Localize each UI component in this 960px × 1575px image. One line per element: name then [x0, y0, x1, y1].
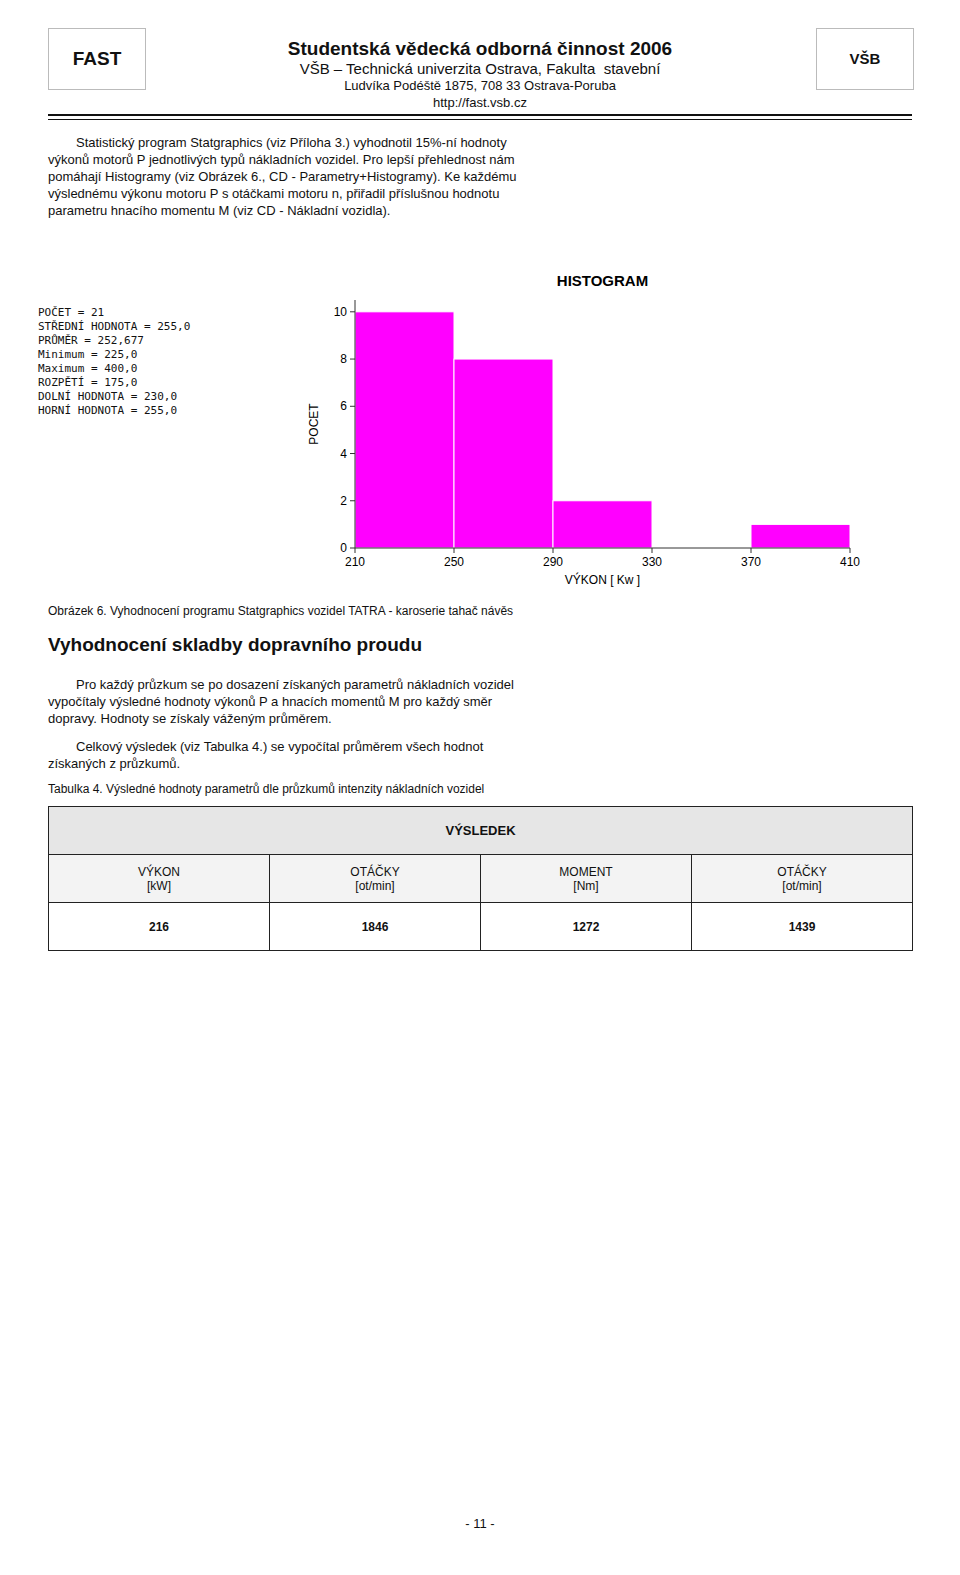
header-rule [48, 119, 912, 120]
stats-line: HORNÍ HODNOTA = 255,0 [38, 404, 177, 418]
table-value: 1439 [692, 903, 913, 951]
paragraph-line: vypočítaly výsledné hodnoty výkonů P a h… [48, 693, 492, 710]
table-column-header: VÝKON [kW] [49, 855, 270, 903]
page-number: - 11 - [380, 1516, 580, 1531]
y-tick [350, 500, 355, 501]
y-tick-label: 4 [340, 447, 347, 461]
logo: FAST [48, 28, 146, 90]
table-column-header: OTÁČKY [ot/min] [692, 855, 913, 903]
figure-caption: Obrázek 6. Vyhodnocení programu Statgrap… [48, 604, 513, 618]
paragraph-line: Pro každý průzkum se po dosazení získaný… [48, 676, 514, 693]
paragraph-line: výslednému výkonu motoru P s otáčkami mo… [48, 185, 499, 202]
histogram-bar [751, 524, 850, 548]
table-value: 1846 [270, 903, 481, 951]
x-tick-label: 250 [444, 555, 464, 569]
y-axis-label: POCET [307, 403, 321, 445]
stats-line: STŘEDNÍ HODNOTA = 255,0 [38, 320, 190, 334]
stats-line: Maximum = 400,0 [38, 362, 137, 376]
x-tick-label: 410 [840, 555, 860, 569]
stats-line: POČET = 21 [38, 306, 104, 320]
paragraph-line: výkonů motorů P jednotlivých typů náklad… [48, 151, 515, 168]
header-text: Ludvíka Podéště 1875, 708 33 Ostrava-Por… [160, 78, 800, 93]
header-rule [48, 114, 912, 116]
histogram-bar [454, 359, 553, 548]
x-tick [553, 548, 554, 553]
table-column-header: OTÁČKY [ot/min] [270, 855, 481, 903]
section-heading: Vyhodnocení skladby dopravního proudu [48, 634, 422, 656]
y-tick [350, 359, 355, 360]
histogram-chart: HISTOGRAM 210 250 290 330 370 410 0 2 4 6 8 10 VÝKON … [290, 258, 930, 598]
x-tick-label: 290 [543, 555, 563, 569]
table-column-header: MOMENT [Nm] [481, 855, 692, 903]
x-axis-label: VÝKON [ Kw ] [565, 572, 640, 587]
table-title: VÝSLEDEK [49, 807, 913, 855]
y-tick [350, 548, 355, 549]
x-tick [751, 548, 752, 553]
y-tick-label: 6 [340, 399, 347, 413]
paragraph-line: dopravy. Hodnoty se získaly váženým prům… [48, 710, 332, 727]
header-text: VŠB – Technická univerzita Ostrava, Faku… [160, 60, 800, 77]
header-text: Studentská vědecká odborná činnost 2006 [160, 38, 800, 60]
paragraph-line: získaných z průzkumů. [48, 755, 180, 772]
stats-line: DOLNÍ HODNOTA = 230,0 [38, 390, 177, 404]
y-tick-label: 8 [340, 352, 347, 366]
result-table: VÝSLEDEKVÝKON [kW]OTÁČKY [ot/min]MOMENT … [48, 806, 913, 951]
x-tick-label: 370 [741, 555, 761, 569]
stats-line: Minimum = 225,0 [38, 348, 137, 362]
paragraph-line: Statistický program Statgraphics (viz Př… [48, 134, 507, 151]
table-value: 1272 [481, 903, 692, 951]
y-tick [350, 311, 355, 312]
y-tick-label: 2 [340, 494, 347, 508]
x-tick-label: 210 [345, 555, 365, 569]
chart-title: HISTOGRAM [557, 272, 648, 289]
y-tick [350, 406, 355, 407]
stats-line: ROZPĚTÍ = 175,0 [38, 376, 137, 390]
y-tick-label: 0 [340, 541, 347, 555]
logo: VŠB [816, 28, 914, 90]
x-tick-label: 330 [642, 555, 662, 569]
y-axis [355, 300, 356, 548]
x-tick [454, 548, 455, 553]
x-tick [652, 548, 653, 553]
table-caption: Tabulka 4. Výsledné hodnoty parametrů dl… [48, 782, 484, 796]
x-axis [355, 548, 850, 549]
paragraph-line: Celkový výsledek (viz Tabulka 4.) se vyp… [48, 738, 483, 755]
table-value: 216 [49, 903, 270, 951]
x-tick [355, 548, 356, 553]
x-tick [850, 548, 851, 553]
histogram-bar [553, 501, 652, 548]
bars [355, 312, 850, 548]
paragraph-line: parametru hnacího momentu M (viz CD - Ná… [48, 202, 390, 219]
header-text: http://fast.vsb.cz [160, 95, 800, 110]
y-tick-label: 10 [334, 305, 348, 319]
histogram-bar [355, 312, 454, 548]
y-tick [350, 453, 355, 454]
stats-line: PRŮMĚR = 252,677 [38, 334, 144, 348]
paragraph-line: pomáhají Histogramy (viz Obrázek 6., CD … [48, 168, 517, 185]
